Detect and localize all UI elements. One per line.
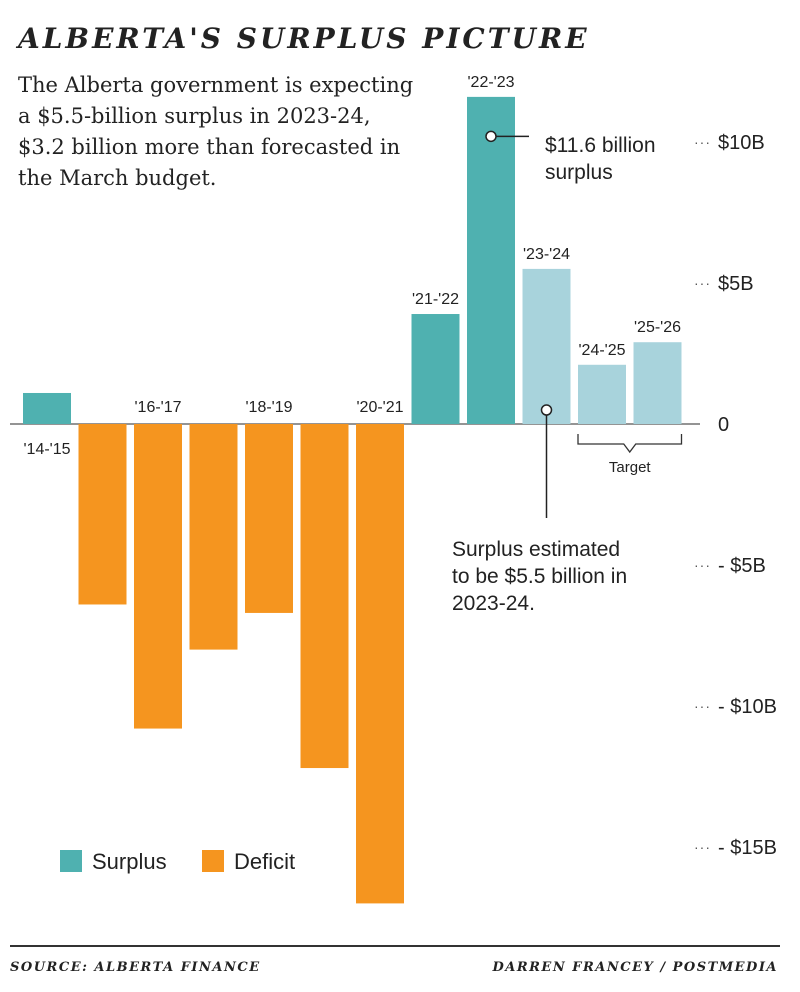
y-tick-label: - $15B <box>718 837 777 859</box>
y-tick-leader: ··· <box>694 839 711 855</box>
bar-7 <box>411 314 460 424</box>
category-label: '22-'23 <box>467 74 514 91</box>
legend-label-deficit: Deficit <box>234 849 295 874</box>
bar-0 <box>23 392 71 424</box>
peak-annotation-line1: $11.6 billion <box>545 134 656 157</box>
y-tick-label: - $5B <box>718 555 766 577</box>
category-label: '21-'22 <box>412 291 459 308</box>
bar-chart: '14-'15 '16-'17 '18-'19 '20-'21 '21-'22 '22-'… <box>10 74 777 904</box>
y-tick-leader: ··· <box>694 698 711 714</box>
bar-11 <box>633 342 682 424</box>
estimate-marker <box>540 404 553 416</box>
chart-title: ALBERTA'S SURPLUS PICTURE <box>18 22 590 55</box>
peak-annotation-line2: surplus <box>545 161 613 184</box>
category-label: '14-'15 <box>23 441 70 458</box>
estimate-annotation-line3: 2023-24. <box>452 592 535 615</box>
bar-8 <box>467 96 515 424</box>
category-label: '20-'21 <box>356 399 403 416</box>
y-tick-leader: ··· <box>694 275 711 291</box>
footer-divider <box>10 945 780 947</box>
author-credit: DARREN FRANCEY / POSTMEDIA <box>492 960 778 975</box>
bar-5 <box>300 424 349 769</box>
legend-swatch-deficit <box>202 850 224 872</box>
bar-9 <box>522 268 571 424</box>
legend-label-surplus: Surplus <box>92 849 167 874</box>
legend-swatch-surplus <box>60 850 82 872</box>
estimate-annotation-line1: Surplus estimated <box>452 538 620 561</box>
target-bracket <box>577 434 683 454</box>
bar-6 <box>356 424 404 904</box>
y-tick-leader: ··· <box>694 557 711 573</box>
y-tick-label: $5B <box>718 273 754 295</box>
target-label: Target <box>609 459 652 476</box>
bar-2 <box>134 424 182 729</box>
bar-1 <box>78 424 127 605</box>
category-label: '25-'26 <box>634 319 681 336</box>
bar-3 <box>189 424 238 650</box>
y-tick-label: - $10B <box>718 696 777 718</box>
y-tick-label: $10B <box>718 132 765 154</box>
bar-10 <box>578 364 626 424</box>
y-tick-label: 0 <box>718 414 729 436</box>
peak-marker <box>485 130 497 143</box>
estimate-annotation-line2: to be $5.5 billion in <box>452 565 627 588</box>
category-label: '16-'17 <box>134 399 181 416</box>
y-tick-leader: ··· <box>694 134 711 150</box>
category-label: '24-'25 <box>578 342 625 359</box>
category-label: '23-'24 <box>523 246 570 263</box>
category-label: '18-'19 <box>245 399 292 416</box>
chart-subtitle: The Alberta government is expecting a $5… <box>18 73 414 190</box>
source-credit: SOURCE: ALBERTA FINANCE <box>10 960 261 975</box>
bar-4 <box>245 424 293 613</box>
